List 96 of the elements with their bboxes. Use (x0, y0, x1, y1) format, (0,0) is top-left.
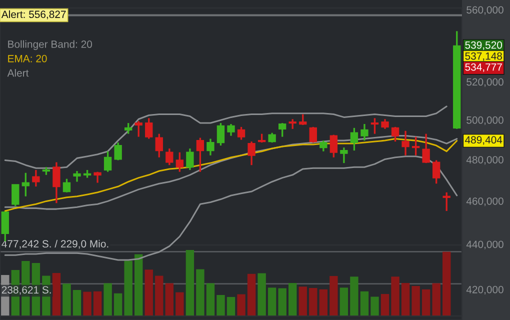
bar (350, 276, 358, 316)
bar (288, 282, 297, 316)
bar (298, 286, 307, 316)
candlestick (381, 118, 389, 130)
bar (62, 284, 71, 316)
bar (186, 250, 194, 316)
y-tick-label: 480,000 (466, 156, 504, 165)
text: 537,148 (465, 52, 502, 61)
candlestick (12, 184, 20, 207)
bar (114, 293, 122, 316)
candlestick (248, 140, 256, 166)
bar (309, 288, 318, 316)
bar (104, 283, 112, 316)
bar (401, 282, 410, 316)
bar (422, 289, 430, 316)
bar (176, 292, 184, 316)
bar (155, 276, 164, 316)
candlestick (216, 122, 225, 146)
bar (247, 274, 256, 316)
text: EMA: 20 (8, 54, 47, 62)
candlestick (268, 132, 276, 144)
annotation: 539,520 (465, 41, 502, 50)
bar (93, 291, 102, 316)
ref-line-label: 477,242 S. / 229,0 Mio. (2, 240, 108, 249)
candlestick (227, 123, 235, 137)
candlestick (370, 117, 379, 135)
candlestick (114, 142, 122, 162)
candlestick (391, 126, 400, 142)
bar (206, 283, 215, 316)
y-tick-label: 500,000 (466, 116, 504, 126)
y-tick-label: 440,000 (466, 240, 504, 250)
y-tick-label: 420,000 (466, 286, 504, 295)
bar (380, 294, 390, 316)
bar (370, 296, 379, 316)
candlestick (402, 130, 410, 156)
candlestick (145, 117, 153, 140)
text: 534,777 (465, 63, 502, 72)
bar (144, 270, 153, 316)
bar (330, 276, 338, 316)
candlestick (360, 123, 368, 142)
y-tick-label: 520,000 (466, 78, 504, 87)
bar (268, 288, 276, 316)
annotation: Alert (7, 69, 29, 77)
bar (442, 252, 451, 316)
candlestick (73, 170, 81, 183)
candlestick (196, 136, 204, 173)
bar (258, 273, 266, 316)
y-tick-label: 460,000 (466, 197, 504, 206)
candlestick (124, 122, 132, 135)
text: Bollinger Band: 20 (8, 40, 92, 50)
bar (391, 276, 400, 316)
candlestick (104, 150, 112, 173)
bar (412, 286, 420, 316)
bar (360, 291, 369, 316)
candlestick (340, 146, 348, 164)
candlestick (422, 132, 430, 164)
annotation: 489,404 (465, 136, 502, 145)
candlestick (155, 132, 163, 158)
candlestick (176, 152, 184, 173)
bar (165, 283, 174, 316)
bar (216, 294, 225, 316)
candlestick (237, 126, 246, 141)
bar (340, 288, 348, 316)
bar (432, 283, 440, 316)
candlestick (134, 120, 142, 138)
candlestick (32, 169, 40, 188)
bar (226, 296, 236, 316)
y-tick-label: 560,000 (466, 6, 504, 15)
candlestick (206, 138, 214, 156)
bar (134, 254, 143, 316)
bar (72, 290, 82, 316)
candlestick (62, 178, 71, 194)
bar (237, 294, 246, 316)
candlestick (350, 127, 358, 152)
bar (319, 289, 328, 316)
candlestick (412, 136, 420, 156)
bar (124, 260, 132, 316)
candlestick (432, 159, 440, 184)
candlestick (309, 126, 317, 144)
candlestick (288, 118, 296, 130)
bar (196, 269, 204, 316)
ref-line-label: 238,621 S. (2, 286, 51, 295)
bar (278, 288, 286, 316)
candlestick (94, 171, 102, 184)
candlestick (22, 172, 30, 198)
candlestick (278, 122, 286, 138)
candlestick (186, 148, 194, 171)
candlestick (299, 113, 307, 126)
candlestick (320, 140, 328, 152)
candlestick (52, 161, 60, 204)
bar (83, 292, 92, 316)
candlestick (166, 148, 174, 166)
candlestick (330, 134, 338, 158)
bar (52, 273, 61, 316)
ref-line-label: Alert: 556,827 (1, 10, 66, 20)
candlestick (442, 192, 450, 212)
